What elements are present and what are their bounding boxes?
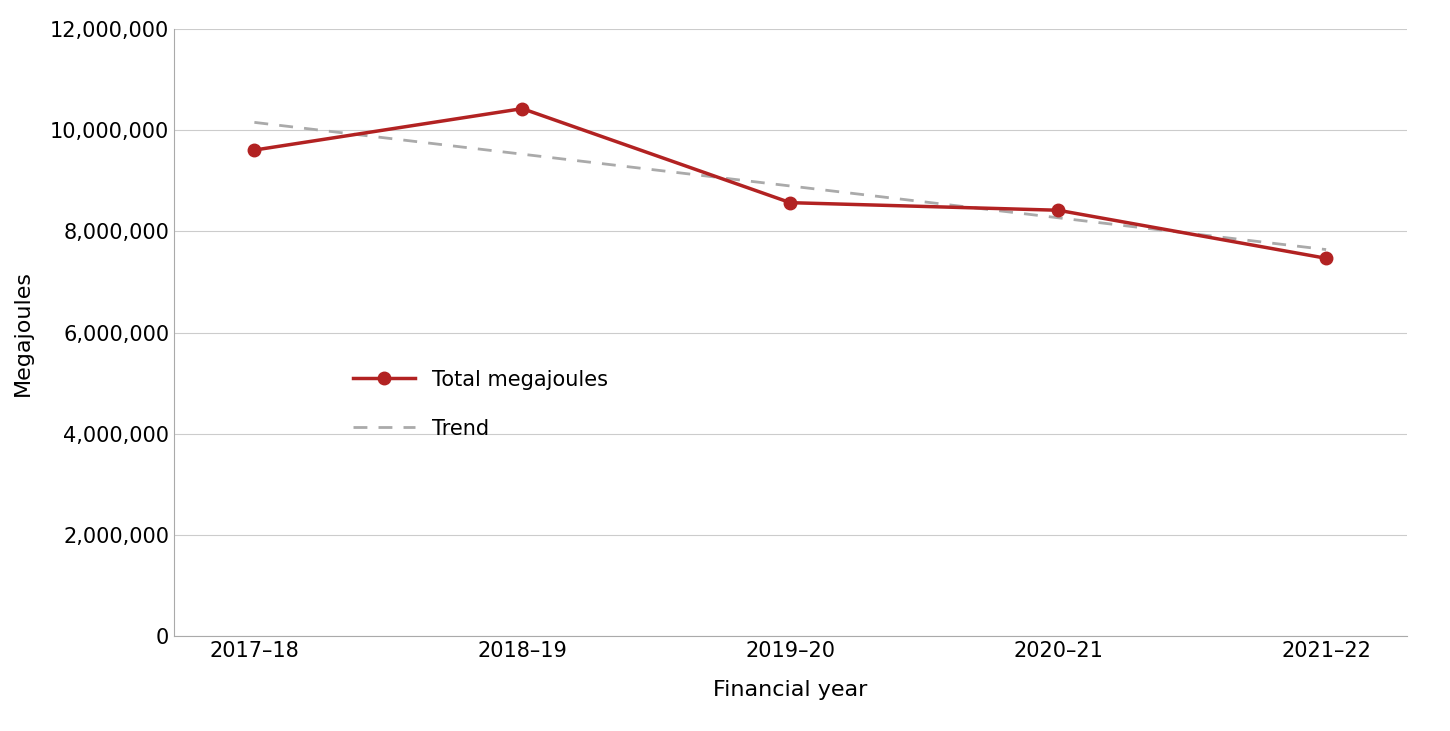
Y-axis label: Megajoules: Megajoules: [13, 270, 33, 395]
X-axis label: Financial year: Financial year: [713, 681, 867, 700]
Legend: Total megajoules, Trend: Total megajoules, Trend: [345, 361, 616, 447]
